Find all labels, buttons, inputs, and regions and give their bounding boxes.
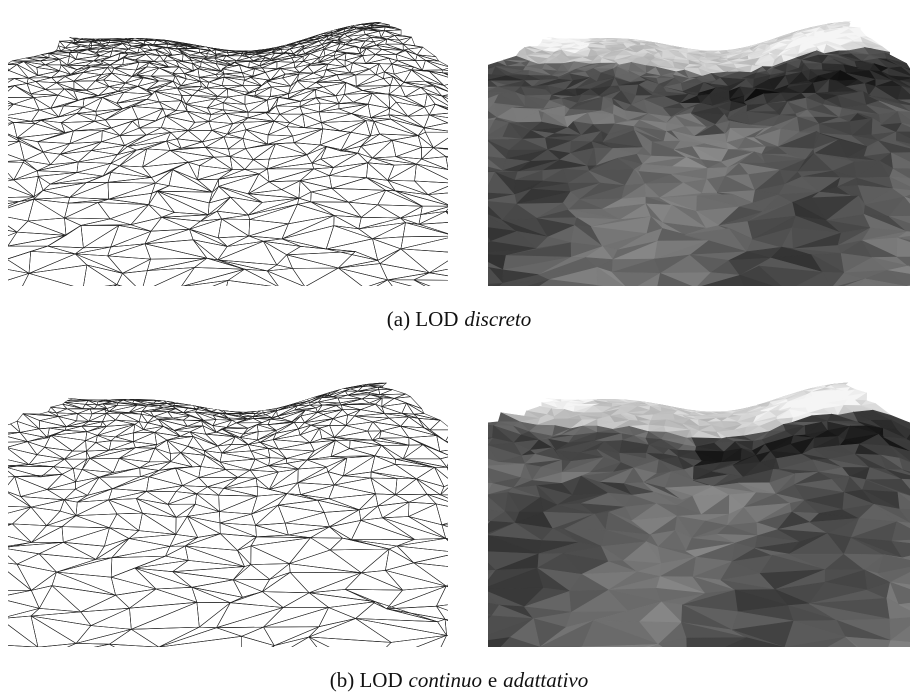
caption-text: (a) LOD: [387, 307, 459, 331]
shaded-terrain: [488, 375, 910, 647]
caption-text: (b) LOD: [330, 668, 403, 692]
caption: (a) LODdiscreto: [0, 307, 918, 332]
caption-text: e: [488, 668, 497, 692]
caption-text: adattativo: [503, 668, 588, 692]
wire-mesh: [8, 383, 448, 647]
shaded-mesh: [488, 21, 910, 286]
shaded-mesh: [488, 382, 910, 647]
wire-mesh: [8, 22, 448, 286]
wireframe-terrain: [8, 375, 448, 647]
caption: (b) LODcontinuoeadattativo: [0, 668, 918, 693]
wireframe-terrain: [8, 14, 448, 286]
caption-text: discreto: [464, 307, 531, 331]
caption-text: continuo: [409, 668, 483, 692]
figure-page: (a) LODdiscreto (b) LODcontinuoeadattati…: [0, 0, 918, 699]
shaded-terrain: [488, 14, 910, 286]
